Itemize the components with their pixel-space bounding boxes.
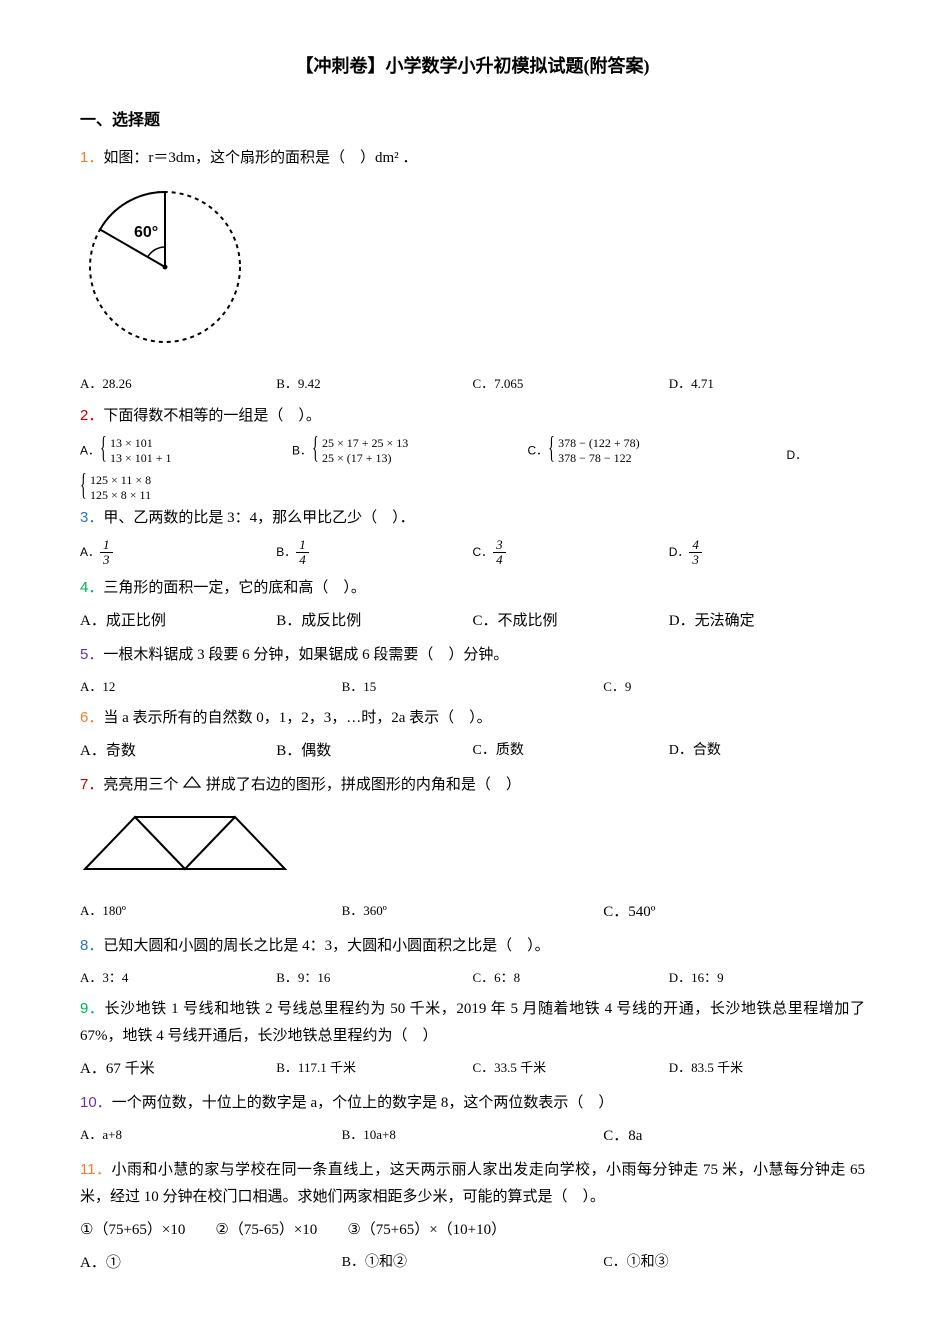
question-7: 7．亮亮用三个 拼成了右边的图形，拼成图形的内角和是（ ） [80, 771, 865, 799]
question-num: 7． [80, 776, 103, 793]
q2-options: A．13 × 10113 × 101 + 1 B．25 × 17 + 25 × … [80, 436, 865, 467]
q10-opt-a: A．a+8 [80, 1123, 342, 1150]
question-11: 11．小雨和小慧的家与学校在同一条直线上，这天两示丽人家出发走向学校，小雨每分钟… [80, 1156, 865, 1211]
q2-opt-a: A．13 × 10113 × 101 + 1 [80, 436, 292, 467]
q10-opt-b: B．10a+8 [342, 1123, 604, 1150]
q11-opt-a: A．① [80, 1250, 342, 1277]
q1-opt-c: C．7.065 [473, 372, 669, 395]
q7-opt-a: A．180º [80, 899, 342, 926]
q7-options: A．180º B．360º C．540º [80, 899, 865, 926]
page-title: 【冲刺卷】小学数学小升初模拟试题(附答案) [80, 50, 865, 82]
q5-opt-a: A．12 [80, 675, 342, 698]
q4-opt-c: C．不成比例 [473, 608, 669, 635]
q1-opt-d: D．4.71 [669, 372, 865, 395]
triangle-icon [182, 772, 202, 799]
question-num: 11． [80, 1161, 111, 1178]
q3-opt-a: A．13 [80, 538, 276, 568]
q9-opt-a: A．67 千米 [80, 1056, 276, 1083]
q5-options: A．12 B．15 C．9 [80, 675, 865, 698]
q3-opt-d: D．43 [669, 538, 865, 568]
question-text: 如图：r＝3dm，这个扇形的面积是（ ）dm² ． [103, 150, 417, 166]
q1-opt-b: B．9.42 [276, 372, 472, 395]
question-text: 甲、乙两数的比是 3：4，那么甲比乙少（ ）． [103, 510, 414, 526]
question-text-b: 拼成了右边的图形，拼成图形的内角和是（ ） [206, 777, 521, 793]
q2-opt-c: C．378 − (122 + 78)378 − 78 − 122 [527, 436, 786, 467]
q6-opt-c: C．质数 [473, 738, 669, 765]
question-text: 一根木料锯成 3 段要 6 分钟，如果锯成 6 段需要（ ）分钟。 [103, 647, 508, 663]
q9-opt-b: B．117.1 千米 [276, 1056, 472, 1083]
q8-opt-d: D．16：9 [669, 966, 865, 989]
q11-choice-1: ①（75+65）×10 [80, 1222, 185, 1238]
q6-opt-d: D．合数 [669, 738, 865, 765]
q2-opt-d: 125 × 11 × 8125 × 8 × 11 [80, 473, 865, 504]
question-text: 下面得数不相等的一组是（ ）。 [103, 408, 321, 424]
q1-options: A．28.26 B．9.42 C．7.065 D．4.71 [80, 372, 865, 395]
question-num: 1． [80, 149, 103, 166]
q10-opt-c: C．8a [603, 1123, 865, 1150]
question-num: 10． [80, 1094, 112, 1111]
question-text: 小雨和小慧的家与学校在同一条直线上，这天两示丽人家出发走向学校，小雨每分钟走 7… [80, 1162, 865, 1205]
q5-opt-c: C．9 [603, 675, 865, 698]
q3-options: A．13 B．14 C．34 D．43 [80, 538, 865, 568]
question-num: 8． [80, 937, 103, 954]
q8-opt-a: A．3：4 [80, 966, 276, 989]
q6-options: A．奇数 B．偶数 C．质数 D．合数 [80, 738, 865, 765]
q8-opt-b: B．9：16 [276, 966, 472, 989]
question-text: 一个两位数，十位上的数字是 a，个位上的数字是 8，这个两位数表示（ ） [112, 1095, 614, 1111]
question-10: 10．一个两位数，十位上的数字是 a，个位上的数字是 8，这个两位数表示（ ） [80, 1089, 865, 1117]
question-num: 6． [80, 709, 103, 726]
q11-opt-b: B．①和② [342, 1250, 604, 1277]
question-3: 3．甲、乙两数的比是 3：4，那么甲比乙少（ ）． [80, 504, 865, 532]
q8-options: A．3：4 B．9：16 C．6：8 D．16：9 [80, 966, 865, 989]
q11-choice-2: ②（75-65）×10 [215, 1222, 317, 1238]
svg-text:60°: 60° [134, 224, 158, 241]
q11-choice-3: ③（75+65）×（10+10） [347, 1222, 506, 1238]
q11-choice-row: ①（75+65）×10 ②（75-65）×10 ③（75+65）×（10+10） [80, 1217, 865, 1244]
question-text: 已知大圆和小圆的周长之比是 4：3，大圆和小圆面积之比是（ ）。 [103, 938, 549, 954]
q7-opt-b: B．360º [342, 899, 604, 926]
question-5: 5．一根木料锯成 3 段要 6 分钟，如果锯成 6 段需要（ ）分钟。 [80, 641, 865, 669]
q4-options: A．成正比例 B．成反比例 C．不成比例 D．无法确定 [80, 608, 865, 635]
q1-opt-a: A．28.26 [80, 372, 276, 395]
q9-options: A．67 千米 B．117.1 千米 C．33.5 千米 D．83.5 千米 [80, 1056, 865, 1083]
q7-opt-c: C．540º [603, 899, 865, 926]
question-num: 5． [80, 646, 103, 663]
question-2: 2．下面得数不相等的一组是（ ）。 [80, 402, 865, 430]
question-6: 6．当 a 表示所有的自然数 0，1，2，3，…时，2a 表示（ ）。 [80, 704, 865, 732]
question-4: 4．三角形的面积一定，它的底和高（ ）。 [80, 574, 865, 602]
q2-opt-d-label: D． [786, 443, 865, 467]
question-text: 当 a 表示所有的自然数 0，1，2，3，…时，2a 表示（ ）。 [103, 710, 491, 726]
q6-opt-a: A．奇数 [80, 738, 276, 765]
q9-opt-d: D．83.5 千米 [669, 1056, 865, 1083]
section-heading: 一、选择题 [80, 107, 865, 136]
q1-figure: 60° [80, 182, 865, 362]
q8-opt-c: C．6：8 [473, 966, 669, 989]
q11-opt-c: C．①和③ [603, 1250, 865, 1277]
question-1: 1．如图：r＝3dm，这个扇形的面积是（ ）dm² ． [80, 144, 865, 172]
q6-opt-b: B．偶数 [276, 738, 472, 765]
q3-opt-b: B．14 [276, 538, 472, 568]
question-9: 9．长沙地铁 1 号线和地铁 2 号线总里程约为 50 千米，2019 年 5 … [80, 995, 865, 1050]
question-num: 9． [80, 1000, 105, 1017]
q2-opt-b: B．25 × 17 + 25 × 1325 × (17 + 13) [292, 436, 528, 467]
q4-opt-d: D．无法确定 [669, 608, 865, 635]
q10-options: A．a+8 B．10a+8 C．8a [80, 1123, 865, 1150]
q4-opt-a: A．成正比例 [80, 608, 276, 635]
question-text-a: 亮亮用三个 [103, 777, 182, 793]
question-num: 3． [80, 509, 103, 526]
question-text: 三角形的面积一定，它的底和高（ ）。 [103, 580, 366, 596]
question-8: 8．已知大圆和小圆的周长之比是 4：3，大圆和小圆面积之比是（ ）。 [80, 932, 865, 960]
q9-opt-c: C．33.5 千米 [473, 1056, 669, 1083]
q3-opt-c: C．34 [473, 538, 669, 568]
q5-opt-b: B．15 [342, 675, 604, 698]
question-text: 长沙地铁 1 号线和地铁 2 号线总里程约为 50 千米，2019 年 5 月随… [80, 1001, 865, 1044]
q4-opt-b: B．成反比例 [276, 608, 472, 635]
q7-figure [80, 809, 865, 889]
q11-options: A．① B．①和② C．①和③ [80, 1250, 865, 1277]
question-num: 4． [80, 579, 103, 596]
question-num: 2． [80, 407, 103, 424]
